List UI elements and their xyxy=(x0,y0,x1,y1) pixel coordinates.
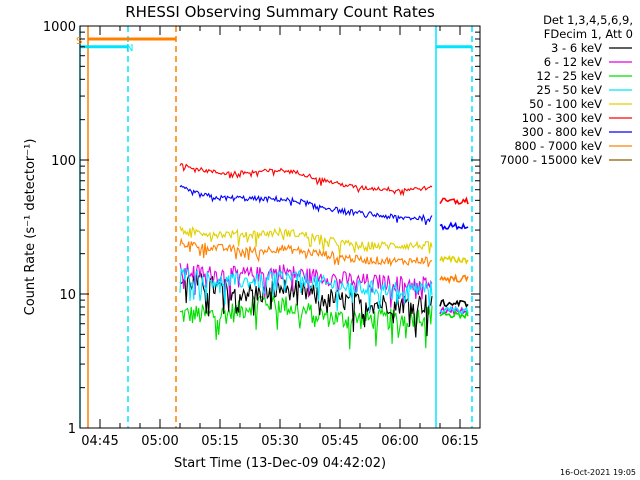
x-axis-label: Start Time (13-Dec-09 04:42:02) xyxy=(174,456,386,471)
timestamp: 16-Oct-2021 19:05 xyxy=(560,468,636,477)
chart-title: RHESSI Observing Summary Count Rates xyxy=(125,3,435,21)
x-tick-label: 05:15 xyxy=(201,434,238,449)
legend-header-line-2: FDecim 1, Att 0 xyxy=(544,27,633,41)
flag-label-s: S xyxy=(76,36,82,47)
series-line-3 xyxy=(179,267,433,313)
legend-label: 3 - 6 keV xyxy=(551,41,602,55)
post-gap-line-7 xyxy=(439,196,469,205)
post-gap-line-5 xyxy=(439,273,469,285)
flag-label-n: N xyxy=(126,43,133,54)
legend-label: 6 - 12 keV xyxy=(544,55,602,69)
post-gap-line-3 xyxy=(439,310,469,320)
y-tick-label: 10 xyxy=(59,288,76,303)
series-line-4 xyxy=(179,225,433,256)
y-axis: 1 10 100 1000 xyxy=(43,20,480,437)
x-tick-label: 05:30 xyxy=(261,434,298,449)
y-tick-label: 1000 xyxy=(43,20,76,35)
legend-header-line-1: Det 1,3,4,5,6,9, xyxy=(543,13,633,27)
plot-frame xyxy=(79,25,481,429)
series-line-6 xyxy=(179,184,433,226)
plot-area xyxy=(79,26,473,428)
legend-label: 25 - 50 keV xyxy=(536,83,602,97)
post-gap-line-2 xyxy=(439,305,469,316)
x-tick-label: 05:45 xyxy=(321,434,358,449)
post-gap-line-4 xyxy=(439,254,469,265)
legend-label: 7000 - 15000 keV xyxy=(500,153,602,167)
legend-label: 300 - 800 keV xyxy=(522,125,602,139)
legend-label: 100 - 300 keV xyxy=(522,111,602,125)
post-gap-line-0 xyxy=(439,298,469,308)
series-line-7 xyxy=(179,237,433,268)
x-tick-label: 06:15 xyxy=(441,434,478,449)
post-gap-line-6 xyxy=(439,221,469,231)
x-tick-label: 06:00 xyxy=(381,434,418,449)
y-tick-label: 100 xyxy=(51,154,76,169)
series-line-2 xyxy=(179,291,433,350)
x-tick-label: 04:45 xyxy=(81,434,118,449)
x-tick-label: 05:00 xyxy=(141,434,178,449)
legend-label: 12 - 25 keV xyxy=(536,69,602,83)
y-tick-label: 1 xyxy=(68,422,76,437)
series-line-5 xyxy=(179,162,433,197)
legend-label: 800 - 7000 keV xyxy=(514,139,602,153)
legend-label: 50 - 100 keV xyxy=(529,97,602,111)
x-axis: 04:45 05:00 05:15 05:30 05:45 06:00 06:15 xyxy=(79,26,481,449)
y-axis-label: Count Rate (s⁻¹ detector⁻¹) xyxy=(23,139,38,316)
